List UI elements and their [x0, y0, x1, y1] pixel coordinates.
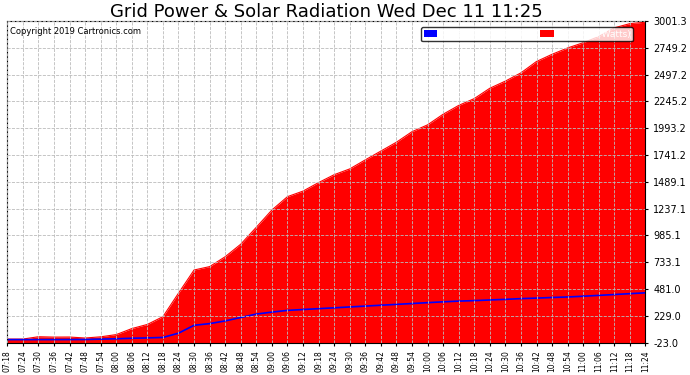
Text: Copyright 2019 Cartronics.com: Copyright 2019 Cartronics.com — [10, 27, 141, 36]
Title: Grid Power & Solar Radiation Wed Dec 11 11:25: Grid Power & Solar Radiation Wed Dec 11 … — [110, 3, 543, 21]
Legend: Radiation (w/m2), Grid (AC Watts): Radiation (w/m2), Grid (AC Watts) — [421, 27, 633, 42]
